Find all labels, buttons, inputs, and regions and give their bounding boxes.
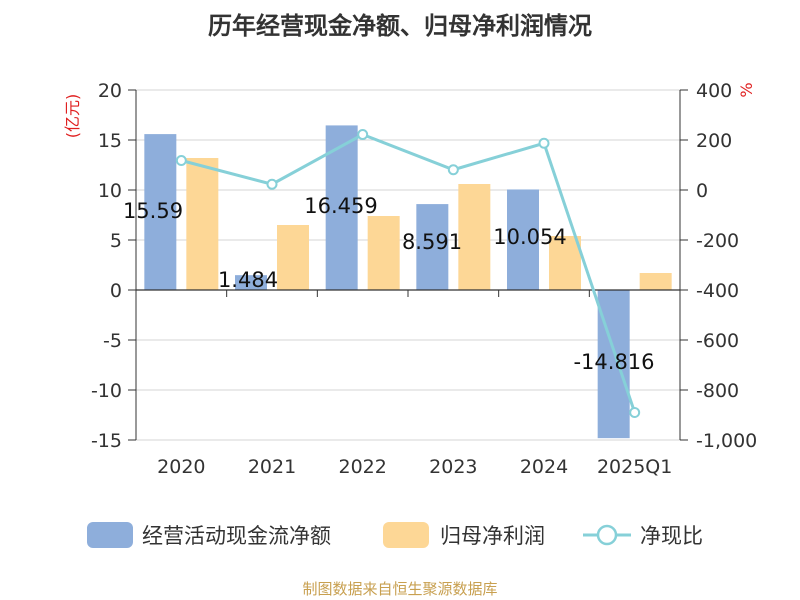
legend-swatch-cashflow: [87, 522, 133, 548]
right-axis-tick-label: -800: [696, 380, 739, 402]
net-profit-bar: [458, 184, 491, 290]
legend-swatch-net-profit: [383, 522, 429, 548]
cashflow-data-label: 1.484: [218, 268, 278, 292]
cashflow-data-label: 10.054: [493, 225, 566, 249]
net-profit-bar: [367, 216, 400, 290]
net-profit-bar: [639, 273, 672, 290]
cashflow-bar: [416, 204, 449, 290]
right-axis-tick-label: -1,000: [696, 430, 757, 452]
ratio-point: [357, 129, 369, 140]
net-profit-bar: [277, 225, 309, 290]
left-axis-tick-label: -5: [103, 330, 122, 352]
legend: 经营活动现金流净额 归母净利润 净现比: [87, 522, 703, 548]
left-axis-tick-label: 0: [110, 280, 122, 302]
chart-title: 历年经营现金净额、归母净利润情况: [208, 12, 592, 40]
bars: [144, 125, 672, 439]
x-axis-tick-label: 2023: [429, 456, 477, 478]
net-profit-bar: [549, 236, 581, 290]
left-axis-tick-label: -15: [91, 430, 122, 452]
right-axis-tick-label: 400: [696, 80, 732, 102]
legend-label-net-profit: 归母净利润: [440, 524, 545, 548]
right-axis-tick-label: 200: [696, 130, 732, 152]
cashflow-data-label: 8.591: [402, 230, 462, 254]
left-axis-tick-label: 20: [98, 80, 122, 102]
right-axis-tick-label: -600: [696, 330, 739, 352]
axes: 20 15 10 5 0 -5 -10 -15 400 200 0 -200 -400 -600 -800 -…: [63, 80, 757, 478]
cashflow-bar: [144, 134, 177, 290]
ratio-point: [629, 407, 641, 418]
left-axis-tick-label: 15: [98, 130, 122, 152]
x-axis-tick-label: 2021: [248, 456, 296, 478]
ratio-point: [538, 137, 550, 149]
net-profit-bar: [186, 158, 219, 290]
cashflow-data-label: 16.459: [304, 194, 377, 218]
right-axis-tick-label: -200: [696, 230, 739, 252]
ratio-point: [447, 164, 459, 176]
x-axis-tick-label: 2024: [520, 456, 568, 478]
left-axis-unit: (亿元): [63, 94, 82, 139]
cashflow-bar: [235, 275, 267, 290]
x-axis-tick-label: 2025Q1: [597, 456, 672, 478]
data-labels: 15.59 1.484 16.459 8.591 10.054 -14.816: [123, 194, 655, 374]
grid-lines: [136, 89, 680, 441]
source-note: 制图数据来自恒生聚源数据库: [302, 580, 498, 598]
ratio-line-path: [180, 132, 637, 413]
right-axis-tick-label: 0: [696, 180, 708, 202]
left-axis-tick-label: -10: [91, 380, 122, 402]
cashflow-data-label: 15.59: [123, 199, 183, 223]
ratio-point: [266, 178, 278, 190]
x-axis-tick-label: 2020: [157, 456, 205, 478]
legend-label-ratio: 净现比: [640, 524, 703, 548]
right-axis-unit: %: [737, 82, 756, 97]
x-axis-tick-label: 2022: [338, 456, 386, 478]
legend-swatch-ratio-marker: [596, 524, 618, 546]
legend-label-cashflow: 经营活动现金流净额: [142, 524, 331, 548]
cashflow-data-label: -14.816: [573, 350, 654, 374]
left-axis-tick-label: 5: [110, 230, 122, 252]
cashflow-bar: [507, 189, 539, 290]
ratio-line: [175, 129, 641, 418]
right-axis-tick-label: -400: [696, 280, 739, 302]
left-axis-tick-label: 10: [98, 180, 122, 202]
ratio-point: [175, 155, 187, 166]
